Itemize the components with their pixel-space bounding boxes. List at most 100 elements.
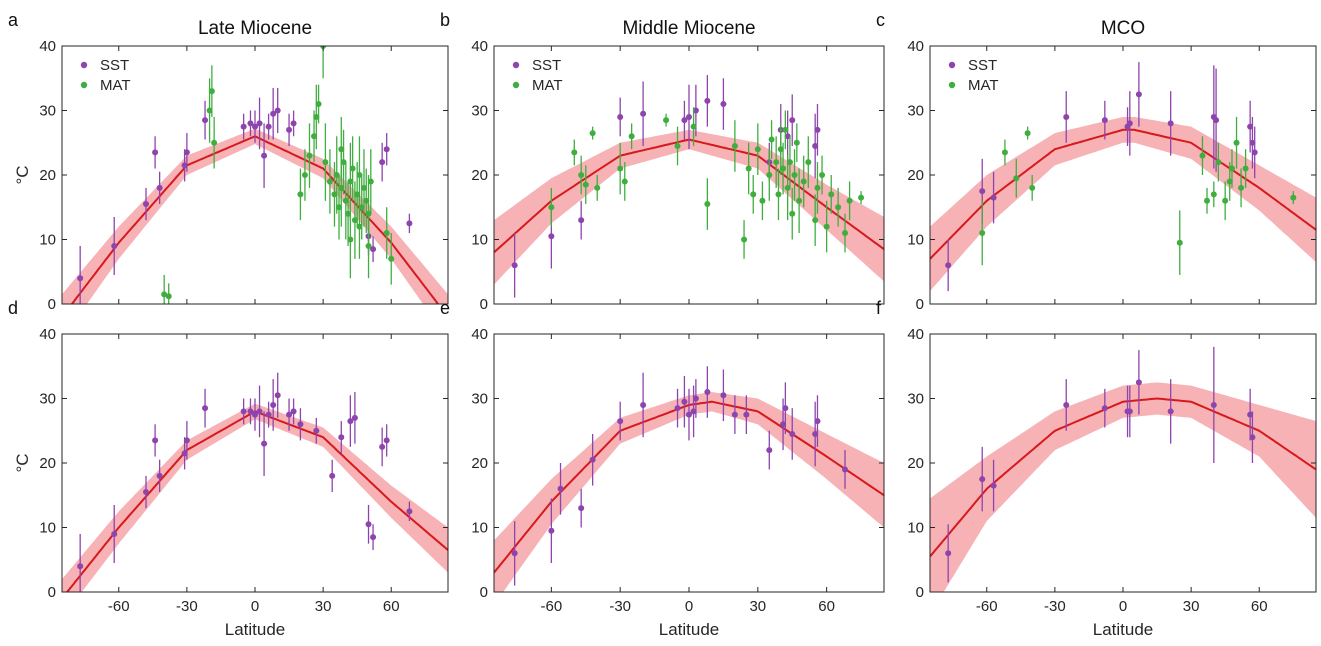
data-point: [270, 401, 277, 408]
data-point: [548, 233, 555, 240]
data-point: [156, 472, 163, 479]
y-tick-label: 10: [39, 232, 56, 249]
data-point: [617, 418, 624, 425]
panel-b: 0 10 20 30 40 Middle Miocene b SST MAT: [440, 10, 885, 313]
data-point: [156, 184, 163, 191]
y-tick-label: 30: [39, 391, 56, 408]
data-point: [406, 508, 413, 515]
data-point: [800, 178, 807, 185]
y-tick-label: 10: [907, 520, 924, 537]
y-tick-label: 0: [48, 584, 56, 601]
data-point: [336, 204, 343, 211]
data-point: [557, 485, 564, 492]
data-point: [383, 230, 390, 237]
confidence-band: [494, 392, 884, 592]
data-point: [548, 527, 555, 534]
legend-label: MAT: [532, 77, 563, 94]
data-point: [315, 101, 322, 108]
data-point: [181, 450, 188, 457]
data-point: [990, 482, 997, 489]
panel-title: Late Miocene: [198, 18, 312, 39]
data-point: [1167, 408, 1174, 415]
data-point: [370, 534, 377, 541]
data-point: [388, 255, 395, 262]
x-tick-label: 60: [818, 598, 835, 615]
data-point: [311, 133, 318, 140]
data-point: [979, 230, 986, 237]
y-tick-label: 30: [471, 103, 488, 120]
data-point: [681, 398, 688, 405]
data-point: [589, 130, 596, 137]
panel-d: 0 10 20 30 40 -60 -30 0 30 60 Latitude °C d: [8, 298, 449, 639]
x-axis-label: Latitude: [225, 620, 286, 639]
y-tick-label: 10: [471, 232, 488, 249]
data-point: [261, 440, 268, 447]
data-point: [379, 443, 386, 450]
data-point: [617, 113, 624, 120]
data-point: [206, 107, 213, 114]
data-point: [365, 521, 372, 528]
panel-c: 0 10 20 30 40 MCO c SST MAT: [876, 10, 1317, 313]
panel-e: 0 10 20 30 40 -60 -30 0 30 60 Latitude e: [440, 298, 885, 639]
data-point: [1210, 191, 1217, 198]
data-point: [111, 530, 118, 537]
data-point: [823, 223, 830, 230]
data-point: [1176, 239, 1183, 246]
data-point: [548, 204, 555, 211]
x-tick-label: 0: [251, 598, 259, 615]
data-point: [247, 120, 254, 127]
data-point: [782, 126, 789, 133]
data-point: [1247, 123, 1254, 130]
data-point: [349, 165, 356, 172]
data-point: [297, 421, 304, 428]
data-point: [1247, 411, 1254, 418]
data-point: [240, 408, 247, 415]
data-point: [578, 505, 585, 512]
data-point: [274, 107, 281, 114]
data-point: [858, 194, 865, 201]
data-point: [152, 437, 159, 444]
panel-letter: e: [440, 298, 450, 318]
y-axis-label: °C: [13, 453, 32, 472]
series-sst: [511, 366, 848, 586]
data-point: [143, 201, 150, 208]
data-point: [578, 172, 585, 178]
legend-marker: [948, 81, 956, 89]
series-mat: [979, 116, 1297, 275]
legend-label: SST: [532, 57, 561, 74]
data-point: [261, 152, 268, 159]
data-point: [270, 110, 277, 117]
data-point: [161, 291, 168, 298]
data-point: [842, 466, 848, 473]
series-mat: [161, 46, 395, 304]
data-point: [681, 117, 688, 124]
data-point: [743, 411, 750, 418]
data-point: [406, 220, 413, 227]
legend-marker: [512, 61, 520, 69]
panel-title: Middle Miocene: [622, 18, 755, 39]
y-tick-label: 0: [916, 584, 924, 601]
data-point: [814, 418, 821, 425]
data-point: [511, 550, 518, 557]
x-tick-label: 30: [315, 598, 332, 615]
confidence-band: [62, 403, 448, 592]
data-point: [780, 421, 787, 428]
legend-label: SST: [968, 57, 997, 74]
data-point: [775, 191, 782, 198]
x-tick-label: -30: [176, 598, 198, 615]
data-point: [347, 418, 354, 425]
data-point: [704, 97, 711, 104]
data-point: [1135, 91, 1142, 98]
plot-area: [494, 366, 884, 592]
data-point: [329, 472, 336, 479]
data-point: [754, 146, 761, 153]
y-tick-label: 40: [471, 38, 488, 55]
data-point: [111, 242, 118, 249]
data-point: [351, 414, 358, 421]
y-tick-label: 0: [48, 296, 56, 313]
data-point: [77, 563, 84, 570]
data-point: [720, 392, 727, 399]
data-point: [731, 142, 738, 149]
panel-letter: c: [876, 10, 885, 30]
data-point: [704, 389, 711, 396]
